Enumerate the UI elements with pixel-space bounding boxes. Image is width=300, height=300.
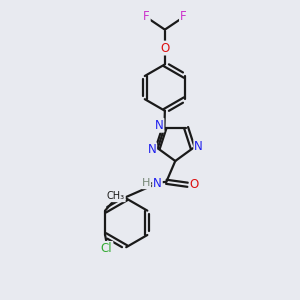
Text: O: O	[160, 42, 170, 55]
Text: O: O	[190, 178, 199, 191]
Text: CH₃: CH₃	[107, 191, 125, 201]
Text: Cl: Cl	[101, 242, 112, 255]
Text: N: N	[153, 177, 162, 190]
Text: H: H	[142, 178, 150, 188]
Text: F: F	[143, 10, 150, 23]
Text: F: F	[180, 10, 187, 23]
Text: N: N	[194, 140, 203, 153]
Text: N: N	[147, 143, 156, 156]
Text: N: N	[155, 119, 164, 132]
